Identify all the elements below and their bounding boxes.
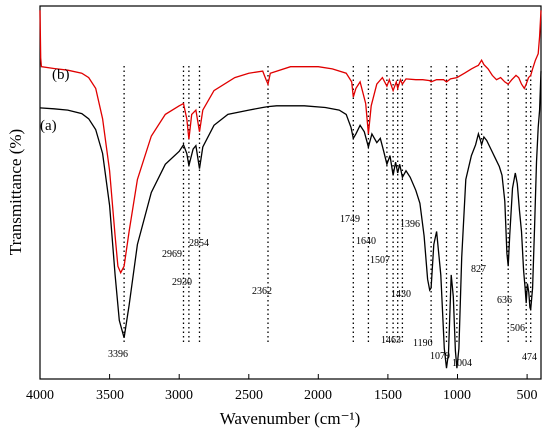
peak-label-2362: 2362	[252, 286, 272, 297]
peak-label-1190: 1190	[413, 338, 433, 349]
x-axis-ticks	[39, 374, 528, 379]
peak-label-1079: 1079	[430, 351, 450, 362]
peak-labels: 3396 2969 2930 2854 2362 1749 1640 1507 …	[108, 214, 537, 369]
plot-frame	[39, 5, 542, 380]
peak-label-827: 827	[471, 264, 486, 275]
x-tick-label-2000: 2000	[304, 388, 332, 403]
x-tick-label-1000: 1000	[443, 388, 471, 403]
x-tick-label-500: 500	[517, 388, 538, 403]
peak-label-1396: 1396	[400, 219, 420, 230]
peak-label-2854: 2854	[189, 238, 209, 249]
y-axis-title: Transmittance (%)	[6, 129, 25, 255]
peak-label-1507: 1507	[370, 255, 390, 266]
peak-label-1463: 1463	[381, 335, 401, 346]
series-label-a: (a)	[40, 118, 57, 134]
peak-label-474: 474	[522, 352, 537, 363]
series-a-curve	[39, 71, 542, 369]
peak-markers	[123, 66, 532, 345]
peak-label-1004: 1004	[452, 358, 472, 369]
x-axis-title: Wavenumber (cm⁻¹)	[220, 409, 361, 428]
peak-label-1430: 1430	[391, 289, 411, 300]
x-tick-label-2500: 2500	[235, 388, 263, 403]
peak-label-2930: 2930	[172, 277, 192, 288]
x-axis-tick-labels: 4000 3500 3000 2500 2000 1500 1000 500	[26, 388, 538, 403]
x-tick-label-4000: 4000	[26, 388, 54, 403]
peak-label-2969: 2969	[162, 249, 182, 260]
x-tick-label-1500: 1500	[374, 388, 402, 403]
series-b-curve	[39, 10, 542, 275]
peak-label-1640: 1640	[356, 236, 376, 247]
series-label-b: (b)	[52, 67, 70, 83]
x-tick-label-3500: 3500	[96, 388, 124, 403]
x-tick-label-3000: 3000	[165, 388, 193, 403]
peak-label-506: 506	[510, 323, 525, 334]
peak-label-3396: 3396	[108, 349, 128, 360]
peak-label-1749: 1749	[340, 214, 360, 225]
peak-label-636: 636	[497, 295, 512, 306]
